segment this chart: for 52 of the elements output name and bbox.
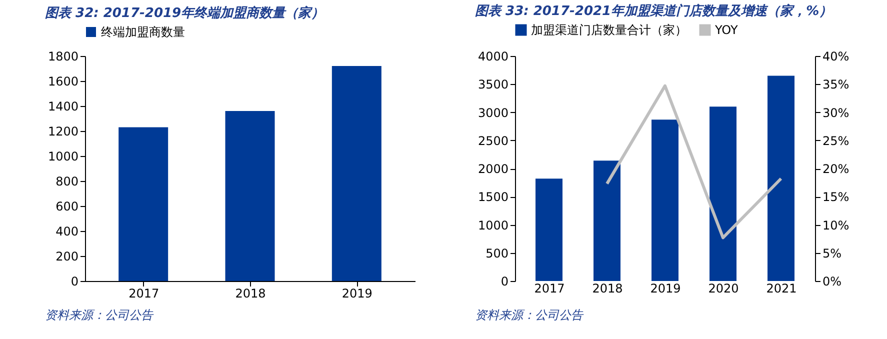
x-tick-label: 2019 — [342, 286, 372, 300]
x-tick-label: 2019 — [650, 282, 681, 296]
y-tick-label: 1500 — [478, 190, 508, 204]
y-tick-label: 1400 — [48, 100, 78, 114]
legend-label: 加盟渠道门店数量合计（家） — [531, 23, 687, 37]
y-tick-label: 3500 — [478, 78, 508, 92]
y-tick-label: 1200 — [48, 124, 78, 138]
y-tick-label: 2000 — [478, 162, 508, 176]
legend-label: YOY — [714, 23, 738, 37]
y-tick-label: 1000 — [48, 150, 78, 164]
y2-tick-label: 15% — [822, 190, 850, 204]
chart-title: 图表 32: 2017-2019年终端加盟商数量（家） — [45, 5, 324, 21]
bar — [536, 178, 562, 281]
y-tick-label: 800 — [56, 174, 78, 188]
x-tick-label: 2020 — [708, 282, 739, 296]
x-tick-label: 2018 — [235, 286, 266, 300]
legend-label: 终端加盟商数量 — [101, 25, 185, 39]
bar — [332, 66, 382, 281]
y2-tick-label: 0% — [822, 274, 842, 288]
y-tick-label: 2500 — [478, 134, 508, 148]
y2-tick-label: 35% — [822, 78, 850, 92]
y-tick-label: 0 — [70, 274, 78, 288]
y2-tick-label: 25% — [822, 134, 850, 148]
y2-tick-label: 10% — [822, 218, 850, 232]
bar — [225, 111, 275, 281]
x-tick-label: 2017 — [534, 282, 565, 296]
x-tick-label: 2018 — [592, 282, 623, 296]
bar — [652, 120, 678, 281]
text: 资料来源：公司公告 — [45, 308, 154, 322]
bar — [768, 76, 794, 281]
x-tick-label: 2021 — [766, 282, 797, 296]
y2-tick-label: 20% — [822, 162, 850, 176]
y-tick-label: 600 — [56, 200, 78, 214]
bar — [594, 160, 620, 281]
y-tick-label: 0 — [500, 274, 508, 288]
line-series — [606, 84, 782, 240]
y-tick-label: 200 — [56, 250, 78, 264]
y-tick-label: 4000 — [478, 50, 508, 64]
y-tick-label: 1000 — [478, 218, 508, 232]
y2-tick-label: 40% — [822, 50, 850, 64]
y-tick-label: 500 — [486, 246, 508, 260]
x-tick-label: 2017 — [128, 286, 160, 300]
chart-title: 图表 33: 2017-2021年加盟渠道门店数量及增速（家，%） — [475, 3, 832, 19]
y-tick-label: 1600 — [48, 74, 78, 88]
y-tick-label: 3000 — [478, 106, 508, 120]
y-tick-label: 400 — [56, 224, 78, 238]
text: 资料来源：公司公告 — [475, 308, 584, 322]
y2-tick-label: 5% — [822, 246, 842, 260]
y-tick-label: 1800 — [48, 50, 78, 64]
y2-tick-label: 30% — [822, 106, 850, 120]
bar — [118, 127, 168, 281]
bar — [710, 106, 736, 281]
